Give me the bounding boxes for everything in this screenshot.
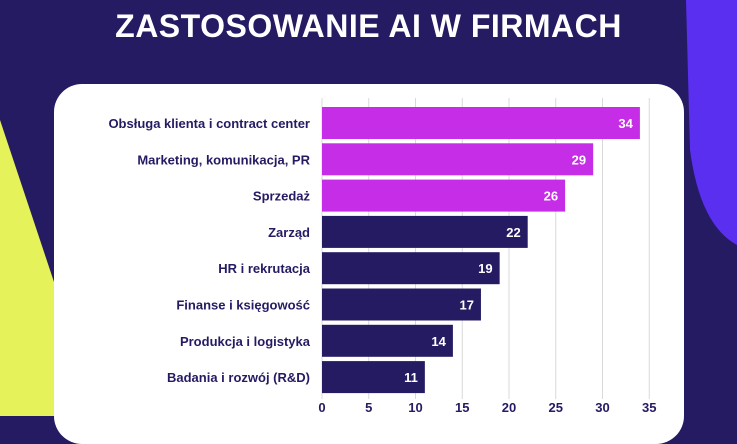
value-label: 34: [618, 116, 633, 131]
violet-accent-shape: [686, 0, 737, 245]
category-label: Obsługa klienta i contract center: [108, 116, 310, 131]
value-label: 19: [478, 261, 492, 276]
category-label: Finanse i księgowość: [176, 298, 310, 313]
bar: [322, 324, 453, 357]
category-label: Marketing, komunikacja, PR: [137, 152, 310, 167]
category-label: Sprzedaż: [253, 189, 311, 204]
value-label: 14: [431, 334, 446, 349]
x-tick-label: 30: [595, 400, 609, 415]
x-tick-label: 15: [455, 400, 469, 415]
value-label: 29: [572, 152, 586, 167]
category-label: Badania i rozwój (R&D): [167, 370, 310, 385]
category-label: Zarząd: [268, 225, 310, 240]
yellow-accent-shape: [0, 120, 60, 416]
x-tick-label: 10: [408, 400, 422, 415]
bar: [322, 252, 500, 285]
value-label: 11: [404, 370, 418, 385]
bar: [322, 215, 528, 248]
x-tick-label: 25: [549, 400, 563, 415]
value-label: 26: [544, 189, 558, 204]
value-label: 22: [506, 225, 520, 240]
background-shapes: [0, 0, 737, 416]
bar: [322, 288, 481, 321]
bar: [322, 179, 566, 212]
x-tick-label: 0: [318, 400, 325, 415]
bar: [322, 107, 640, 139]
chart-title: ZASTOSOWANIE AI W FIRMACH: [115, 8, 622, 44]
x-tick-label: 5: [365, 400, 372, 415]
bar: [322, 361, 425, 394]
bar: [322, 143, 594, 176]
chart-card: Obsługa klienta i contract center 34 Marke…: [54, 84, 684, 444]
x-tick-label: 20: [502, 400, 516, 415]
bar-chart: Obsługa klienta i contract center 34 Marke…: [108, 98, 656, 415]
category-label: HR i rekrutacja: [218, 261, 311, 276]
value-label: 17: [459, 298, 473, 313]
x-tick-label: 35: [642, 400, 656, 415]
category-label: Produkcja i logistyka: [180, 334, 311, 349]
